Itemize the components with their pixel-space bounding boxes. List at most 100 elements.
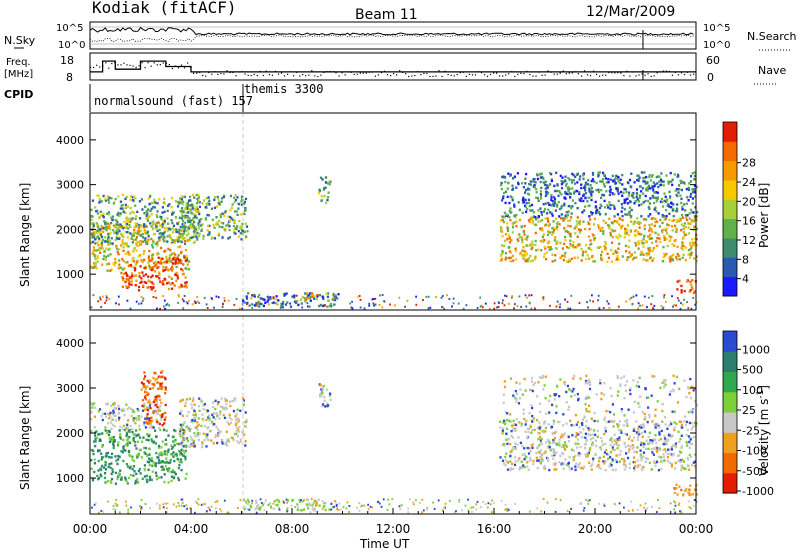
data-cell	[143, 238, 146, 242]
data-cell	[196, 197, 199, 201]
data-cell	[565, 422, 568, 425]
data-cell	[197, 438, 200, 441]
data-cell	[577, 454, 581, 457]
data-cell	[126, 442, 129, 445]
data-cell	[548, 411, 551, 414]
data-cell	[683, 227, 686, 230]
data-cell	[90, 429, 93, 433]
data-cell	[327, 196, 330, 199]
data-cell	[154, 260, 157, 264]
data-cell	[147, 208, 150, 211]
data-cell	[502, 443, 505, 446]
data-cell	[651, 241, 654, 244]
data-cell	[553, 398, 557, 401]
data-cell	[628, 178, 632, 182]
data-cell	[114, 257, 117, 261]
data-cell	[212, 442, 215, 445]
data-cell	[681, 243, 684, 246]
data-cell	[649, 256, 652, 259]
data-cell	[689, 377, 692, 381]
data-cell	[90, 306, 93, 309]
data-cell	[462, 307, 465, 310]
data-cell	[300, 302, 303, 305]
data-cell	[168, 467, 171, 470]
data-cell	[611, 458, 614, 461]
data-cell	[653, 224, 656, 227]
data-cell	[568, 405, 571, 409]
data-cell	[143, 250, 146, 253]
data-cell	[509, 195, 512, 198]
data-cell	[654, 217, 657, 221]
data-cell	[682, 253, 685, 256]
data-cell	[684, 489, 687, 492]
data-cell	[295, 300, 298, 303]
data-cell	[328, 394, 332, 397]
data-cell	[148, 406, 151, 409]
data-cell	[597, 188, 600, 191]
data-cell	[279, 307, 282, 309]
data-cell	[220, 397, 223, 400]
data-cell	[569, 225, 572, 228]
data-cell	[276, 498, 279, 502]
data-cell	[545, 193, 548, 196]
data-cell	[183, 256, 186, 259]
data-cell	[685, 420, 689, 424]
nave-point	[602, 74, 604, 76]
data-cell	[616, 236, 619, 240]
data-cell	[299, 509, 302, 512]
data-cell	[646, 420, 649, 424]
data-cell	[503, 244, 506, 248]
data-cell	[118, 303, 120, 306]
data-cell	[176, 205, 180, 208]
data-cell	[650, 448, 653, 451]
data-cell	[140, 388, 143, 391]
data-cell	[140, 277, 143, 280]
data-cell	[524, 430, 527, 433]
data-cell	[565, 260, 568, 263]
data-cell	[221, 212, 224, 215]
data-cell	[154, 442, 158, 445]
data-cell	[196, 431, 200, 435]
nave-point	[432, 75, 434, 77]
data-cell	[104, 426, 107, 429]
data-cell	[654, 183, 657, 186]
data-cell	[234, 415, 237, 418]
data-cell	[612, 180, 615, 183]
data-cell	[197, 417, 200, 420]
data-cell	[296, 503, 299, 506]
data-cell	[176, 277, 179, 280]
data-cell	[184, 248, 187, 252]
data-cell	[537, 215, 540, 218]
data-cell	[674, 209, 677, 213]
data-cell	[151, 459, 154, 463]
data-cell	[157, 256, 160, 259]
data-cell	[155, 226, 158, 229]
data-cell	[615, 443, 618, 447]
data-cell	[618, 460, 621, 463]
data-cell	[685, 187, 688, 191]
data-cell	[589, 191, 592, 194]
colorbar-segment	[723, 160, 737, 181]
data-cell	[253, 295, 256, 298]
data-cell	[144, 394, 147, 397]
data-cell	[652, 307, 654, 310]
data-cell	[529, 209, 532, 212]
data-cell	[90, 467, 93, 470]
data-cell	[510, 210, 513, 214]
data-cell	[334, 294, 337, 297]
data-cell	[110, 237, 113, 240]
data-cell	[222, 195, 225, 199]
data-cell	[167, 434, 170, 437]
data-cell	[611, 222, 614, 225]
data-cell	[661, 260, 665, 263]
data-cell	[326, 295, 329, 298]
data-cell	[153, 206, 156, 209]
data-cell	[586, 381, 589, 384]
data-cell	[518, 382, 521, 385]
data-cell	[137, 469, 140, 473]
data-cell	[221, 197, 224, 200]
data-cell	[544, 247, 547, 250]
data-cell	[686, 456, 689, 460]
data-cell	[240, 225, 243, 228]
